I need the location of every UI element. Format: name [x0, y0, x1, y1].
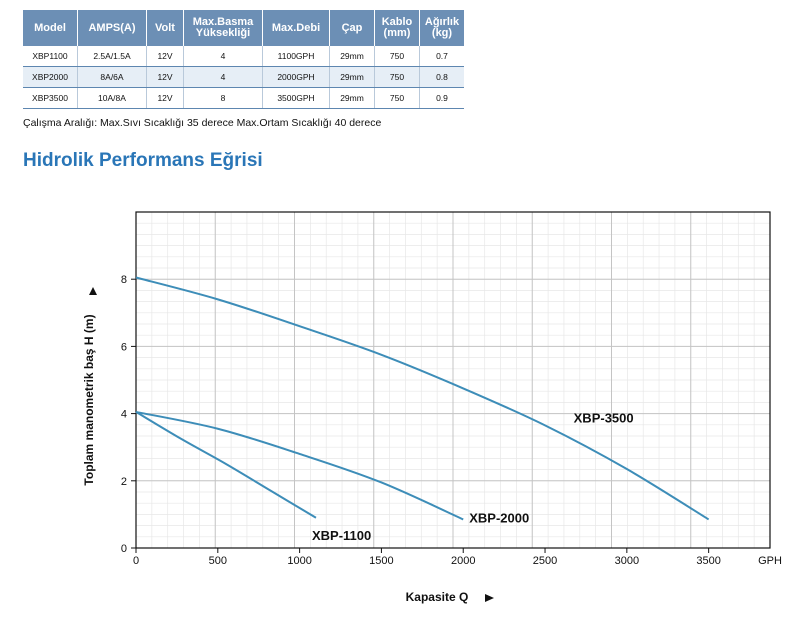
table-row: XBP2000 8A/6A 12V 4 2000GPH 29mm 750 0.8 [23, 66, 464, 88]
table-cell: 1100GPH [262, 46, 330, 67]
table-cell: 8A/6A [77, 66, 147, 88]
table-cell: 29mm [329, 46, 375, 67]
table-cell: 0.8 [419, 66, 464, 88]
table-header-cell: Max.Basma Yüksekliği [183, 10, 263, 46]
table-cell: 10A/8A [77, 87, 147, 109]
table-header-cell: Volt [146, 10, 184, 46]
table-row: XBP1100 2.5A/1.5A 12V 4 1100GPH 29mm 750 0.7 [23, 46, 464, 67]
y-tick-label: 2 [121, 476, 127, 488]
table-cell: 4 [183, 46, 263, 67]
table-cell: XBP2000 [23, 66, 78, 88]
series-label: XBP-3500 [574, 410, 634, 425]
x-tick-label: 1500 [369, 555, 393, 567]
table-header-cell: Kablo (mm) [374, 10, 420, 46]
x-axis-label: Kapasite Q [406, 590, 469, 604]
table-cell: 3500GPH [262, 87, 330, 109]
table-cell: XBP3500 [23, 87, 78, 109]
spec-table: Model AMPS(A) Volt Max.Basma Yüksekliği Max.D… [23, 10, 464, 109]
y-axis-arrow [89, 287, 97, 295]
y-axis-label: Toplam manometrik baş H (m) [82, 314, 96, 485]
y-tick-label: 4 [121, 409, 127, 421]
table-cell: 0.9 [419, 87, 464, 109]
table-header-cell: Ağırlık (kg) [419, 10, 464, 46]
table-cell: 29mm [329, 87, 375, 109]
y-tick-label: 0 [121, 543, 127, 555]
x-axis-arrow [485, 594, 494, 602]
table-header-cell: Model [23, 10, 78, 46]
table-cell: 0.7 [419, 46, 464, 67]
table-row: XBP3500 10A/8A 12V 8 3500GPH 29mm 750 0.9 [23, 87, 464, 109]
section-title: Hidrolik Performans Eğrisi [23, 150, 263, 171]
series-label: XBP-2000 [469, 510, 529, 525]
plot-frame [135, 211, 771, 549]
y-tick-label: 6 [121, 341, 127, 353]
table-header-row: Model AMPS(A) Volt Max.Basma Yüksekliği Max.D… [23, 10, 464, 46]
table-cell: 2.5A/1.5A [77, 46, 147, 67]
x-tick-label: 2000 [451, 555, 475, 567]
series-line [135, 410, 464, 521]
series-line [135, 411, 317, 519]
table-header-cell: Çap [329, 10, 375, 46]
x-tick-label: 2500 [533, 555, 557, 567]
x-tick-label: 3000 [615, 555, 639, 567]
x-tick-label: 3500 [696, 555, 720, 567]
series-line [135, 276, 710, 521]
series-label: XBP-1100 [312, 528, 371, 543]
operating-range-note: Çalışma Aralığı: Max.Sıvı Sıcaklığı 35 d… [23, 117, 382, 129]
table-cell: 12V [146, 87, 184, 109]
table-cell: 2000GPH [262, 66, 330, 88]
table-cell: 750 [374, 87, 420, 109]
table-cell: 8 [183, 87, 263, 109]
x-tick-label: 1000 [287, 555, 311, 567]
x-unit-label: GPH [758, 555, 782, 567]
table-cell: 750 [374, 66, 420, 88]
table-header-cell: Max.Debi [262, 10, 330, 46]
x-tick-label: 0 [133, 555, 139, 567]
x-tick-label: 500 [209, 555, 227, 567]
table-cell: 12V [146, 46, 184, 67]
table-header-cell: AMPS(A) [77, 10, 147, 46]
table-cell: 12V [146, 66, 184, 88]
table-body: XBP1100 2.5A/1.5A 12V 4 1100GPH 29mm 750 0.7 XBP… [23, 46, 464, 109]
table-cell: 29mm [329, 66, 375, 88]
table-cell: XBP1100 [23, 46, 78, 67]
y-tick-label: 8 [121, 274, 127, 286]
table-cell: 4 [183, 66, 263, 88]
table-cell: 750 [374, 46, 420, 67]
